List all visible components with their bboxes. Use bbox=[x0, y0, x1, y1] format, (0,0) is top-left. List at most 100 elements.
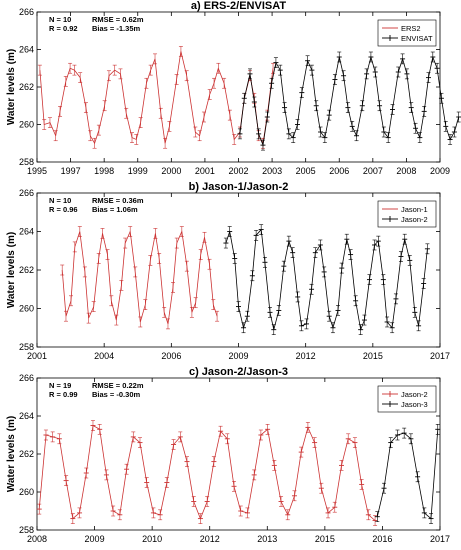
data-point bbox=[157, 253, 162, 264]
data-point bbox=[364, 68, 370, 80]
data-point bbox=[153, 228, 158, 239]
data-point bbox=[167, 121, 172, 132]
data-point bbox=[339, 262, 345, 274]
data-point bbox=[86, 312, 91, 324]
data-point bbox=[83, 102, 88, 113]
chart-panel-2: b) Jason-1/Jason-2 258 260 262 264 266 2001 200… bbox=[6, 181, 450, 361]
x-tick-label: 2000 bbox=[161, 166, 181, 176]
stat-n: N = 10 bbox=[49, 196, 71, 205]
data-point bbox=[105, 249, 110, 260]
data-point bbox=[318, 126, 324, 138]
data-point bbox=[295, 291, 301, 303]
data-point bbox=[236, 301, 241, 312]
data-point bbox=[96, 253, 101, 264]
stat-rmse: RMSE = 0.36m bbox=[92, 196, 144, 205]
data-point bbox=[138, 316, 143, 328]
data-point bbox=[385, 132, 391, 143]
data-point bbox=[241, 92, 247, 104]
data-point bbox=[415, 471, 421, 483]
data-point bbox=[365, 509, 371, 521]
x-tick-label: 2009 bbox=[228, 351, 248, 361]
legend-label: Jason-2 bbox=[401, 390, 428, 399]
data-point bbox=[232, 134, 237, 145]
x-tick-label: 2007 bbox=[363, 166, 383, 176]
series-jason-2 bbox=[36, 420, 378, 526]
data-point bbox=[128, 226, 133, 237]
data-point bbox=[193, 297, 198, 309]
data-point bbox=[372, 515, 378, 526]
data-point bbox=[262, 256, 268, 268]
data-point bbox=[247, 68, 253, 80]
x-tick-label: 2013 bbox=[257, 534, 277, 544]
data-point bbox=[395, 66, 401, 78]
data-point bbox=[269, 77, 275, 89]
y-tick-label: 264 bbox=[19, 411, 34, 421]
data-point bbox=[345, 433, 351, 445]
data-point bbox=[400, 53, 406, 65]
data-point bbox=[137, 437, 143, 448]
x-tick-label: 2010 bbox=[142, 534, 162, 544]
data-point bbox=[413, 122, 419, 134]
data-point bbox=[58, 106, 63, 117]
x-tick-label: 1995 bbox=[27, 166, 47, 176]
data-point bbox=[138, 117, 143, 128]
data-point bbox=[117, 509, 123, 521]
legend-label: Jason-3 bbox=[401, 400, 428, 409]
data-point bbox=[202, 231, 207, 243]
data-point bbox=[309, 64, 315, 76]
data-point bbox=[348, 249, 354, 260]
series-line bbox=[376, 429, 439, 520]
stat-bias: Bias = 1.06m bbox=[92, 205, 138, 214]
data-point bbox=[90, 420, 96, 431]
series-line bbox=[239, 55, 460, 147]
stat-rmse: RMSE = 0.62m bbox=[92, 15, 144, 24]
data-point bbox=[273, 57, 279, 68]
legend-box bbox=[377, 385, 437, 413]
data-point bbox=[309, 283, 315, 295]
data-point bbox=[100, 228, 105, 239]
data-point bbox=[417, 132, 423, 143]
data-point bbox=[216, 62, 221, 74]
legend-box bbox=[377, 200, 437, 228]
data-point bbox=[456, 111, 461, 123]
y-tick-label: 262 bbox=[19, 449, 34, 459]
y-tick-label: 258 bbox=[19, 157, 34, 167]
data-point bbox=[106, 70, 111, 82]
data-point bbox=[162, 307, 167, 318]
data-point bbox=[244, 507, 250, 519]
data-point bbox=[189, 307, 194, 318]
data-point bbox=[318, 482, 324, 494]
data-point bbox=[69, 295, 74, 307]
data-point bbox=[377, 100, 383, 112]
data-point bbox=[171, 282, 176, 293]
data-point bbox=[77, 507, 83, 519]
x-tick-label: 2001 bbox=[195, 166, 215, 176]
data-point bbox=[63, 475, 69, 486]
data-point bbox=[295, 119, 301, 130]
data-point bbox=[171, 439, 177, 450]
data-point bbox=[416, 320, 422, 332]
data-point bbox=[299, 87, 305, 98]
data-point bbox=[68, 62, 73, 74]
x-tick-label: 2006 bbox=[161, 351, 181, 361]
x-tick-label: 2017 bbox=[430, 351, 450, 361]
data-point bbox=[164, 477, 170, 488]
x-tick-label: 2017 bbox=[430, 534, 450, 544]
data-point bbox=[150, 507, 156, 519]
data-point bbox=[42, 119, 47, 130]
data-point bbox=[298, 446, 304, 458]
data-point bbox=[374, 511, 380, 523]
data-point bbox=[103, 469, 109, 481]
data-point bbox=[91, 301, 96, 312]
data-point bbox=[197, 513, 203, 524]
data-point bbox=[251, 96, 257, 108]
data-point bbox=[326, 310, 332, 322]
data-point bbox=[134, 134, 139, 145]
data-point bbox=[178, 46, 183, 57]
data-point bbox=[174, 74, 179, 85]
data-point bbox=[119, 280, 124, 291]
x-tick-label: 2012 bbox=[296, 351, 316, 361]
x-tick-label: 1999 bbox=[128, 166, 148, 176]
x-tick-label: 2012 bbox=[200, 534, 220, 544]
data-point bbox=[258, 224, 264, 235]
